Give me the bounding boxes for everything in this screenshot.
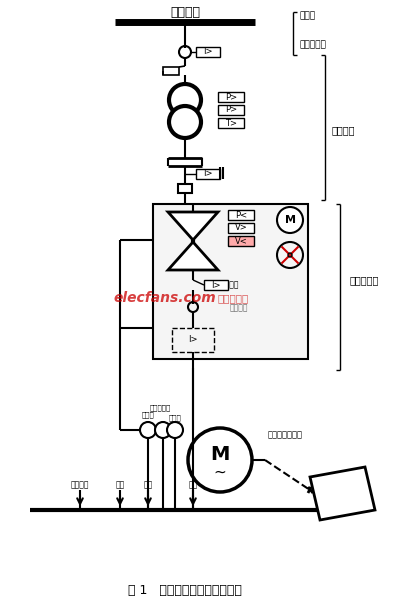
Circle shape — [188, 428, 252, 492]
Text: 减速机: 减速机 — [169, 415, 181, 421]
Polygon shape — [310, 467, 375, 520]
Text: 电压频率: 电压频率 — [71, 481, 89, 490]
Text: I>: I> — [203, 169, 213, 178]
Text: I>: I> — [203, 48, 213, 57]
Text: 电子发烧友: 电子发烧友 — [218, 293, 249, 303]
Circle shape — [167, 422, 183, 438]
Circle shape — [169, 84, 201, 116]
Text: 图 1   交流传动系统功能方框图: 图 1 交流传动系统功能方框图 — [128, 583, 242, 596]
Bar — [228, 236, 254, 246]
Polygon shape — [168, 242, 218, 270]
Bar — [196, 47, 220, 57]
Text: V<: V< — [235, 236, 247, 245]
Text: 机械耦合连接点: 机械耦合连接点 — [268, 431, 302, 440]
Circle shape — [288, 253, 292, 257]
Text: 速度: 速度 — [143, 481, 153, 490]
Text: ~: ~ — [214, 465, 226, 479]
Text: 励磁变压器: 励磁变压器 — [149, 405, 171, 411]
Text: V>: V> — [235, 224, 247, 233]
Text: T>: T> — [225, 119, 237, 127]
Bar — [172, 328, 214, 352]
Bar — [218, 118, 244, 128]
Text: 变流器部分: 变流器部分 — [350, 275, 379, 285]
Bar — [178, 184, 192, 193]
Circle shape — [140, 422, 156, 438]
Text: M: M — [210, 445, 230, 463]
Bar — [204, 280, 228, 290]
Text: 电力设备: 电力设备 — [170, 7, 200, 19]
Polygon shape — [168, 212, 218, 240]
Text: I>: I> — [211, 281, 221, 289]
Text: elecfans.com: elecfans.com — [113, 291, 216, 305]
Bar — [228, 210, 254, 220]
Bar — [153, 204, 308, 359]
Text: 馈电线: 馈电线 — [300, 12, 316, 21]
Circle shape — [277, 207, 303, 233]
Text: P>: P> — [225, 93, 237, 102]
Bar — [218, 92, 244, 102]
Text: P>: P> — [225, 105, 237, 114]
Text: 编码器: 编码器 — [142, 412, 154, 418]
Bar — [218, 105, 244, 115]
Text: 电气连接线: 电气连接线 — [300, 41, 327, 49]
Text: 电流: 电流 — [188, 481, 198, 490]
Text: 位置: 位置 — [115, 481, 125, 490]
Text: 馈电部分: 馈电部分 — [332, 125, 356, 135]
Circle shape — [169, 106, 201, 138]
Text: I>: I> — [188, 336, 198, 345]
Bar — [228, 223, 254, 233]
Circle shape — [155, 422, 171, 438]
Bar — [163, 67, 179, 75]
Text: 能量控制: 能量控制 — [221, 281, 239, 289]
Bar — [196, 169, 220, 179]
Text: M: M — [284, 215, 296, 225]
Text: P<: P< — [235, 211, 247, 219]
Text: 能量控制: 能量控制 — [230, 303, 248, 312]
Text: 被传动设备: 被传动设备 — [330, 488, 356, 498]
